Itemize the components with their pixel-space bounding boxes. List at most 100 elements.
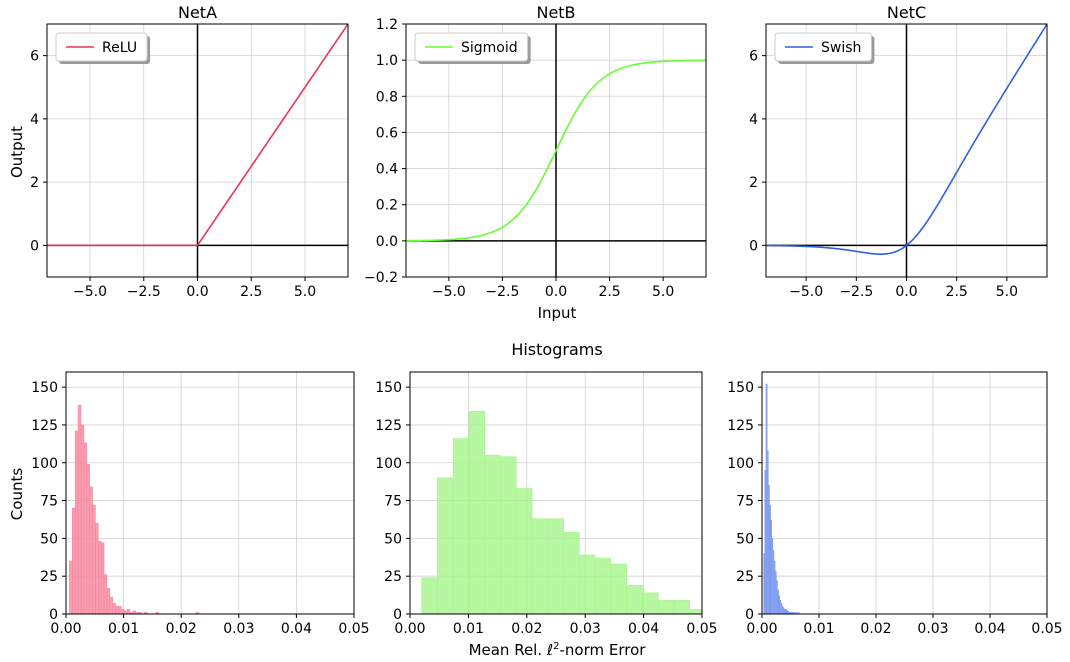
y-tick-label: 0 [49, 607, 58, 623]
x-tick-label: −2.5 [839, 284, 873, 300]
histogram-bar [118, 606, 122, 614]
x-tick-label: 0.00 [746, 621, 777, 637]
histogram-bar [579, 554, 596, 614]
x-tick-label: −5.0 [73, 284, 107, 300]
netB-error-histogram: 0.00 0.01 0.02 0.03 0.04 0.05 0 25 50 75 100 125 150 [375, 371, 722, 637]
y-tick-label: 2 [30, 175, 39, 191]
y-tick-label: 0 [745, 607, 754, 623]
legend-box [774, 32, 872, 62]
x-tick-label: 5.0 [652, 284, 674, 300]
legend-label: ReLU [102, 40, 137, 56]
histogram-bar [83, 442, 88, 614]
netC-error-histogram: 0.00 0.01 0.02 0.03 0.04 0.05 0 25 50 75 100 125 150 [727, 371, 1063, 637]
series-line-sigmoid [406, 59, 706, 242]
x-tick-label: −2.5 [485, 284, 519, 300]
plot-frame [761, 371, 1048, 615]
histogram-bar [531, 518, 549, 614]
y-tick-label: 100 [375, 456, 402, 472]
histogram-bar [100, 542, 105, 614]
histogram-bar [126, 609, 131, 614]
shared-ylabel-top: Output [8, 126, 26, 178]
netB-activation-plot: Sigmoid −5.0 −2.5 0.0 2.5 5.0 −0.2 0.0 0.2 0.4 0.6… [364, 3, 707, 300]
y-tick-label: 1.2 [376, 17, 398, 33]
x-tick-label: 0.02 [166, 621, 197, 637]
histogram-bar [80, 424, 85, 614]
y-tick-label: 100 [31, 456, 58, 472]
histograms-title: Histograms [511, 340, 602, 359]
x-tick-label: 0.05 [686, 621, 717, 637]
y-tick-label: 6 [749, 49, 758, 65]
histogram-bar [97, 541, 102, 614]
histogram-bar [437, 477, 454, 614]
y-tick-label: 50 [736, 531, 754, 547]
histogram-bar [112, 603, 116, 614]
legend-box [414, 32, 529, 62]
histogram-bar [689, 609, 702, 614]
legend-label: Swish [821, 40, 861, 56]
histogram-bar [626, 584, 643, 614]
legend-label: Sigmoid [461, 40, 518, 56]
x-tick-label: 0.04 [974, 621, 1005, 637]
histogram-bar [120, 609, 125, 614]
shared-xlabel-top: Input [538, 304, 577, 322]
histogram-bar [610, 563, 627, 614]
histogram-bars [763, 383, 800, 614]
x-tick-label: 0.0 [545, 284, 567, 300]
histogram-bar [706, 599, 722, 614]
y-tick-label: 25 [736, 569, 754, 585]
y-tick-label: 1.0 [376, 53, 398, 69]
plot-frame [409, 371, 703, 615]
y-tick-label: 150 [31, 380, 58, 396]
histogram-bar [103, 574, 108, 614]
netA-activation-plot: ReLU −5.0 −2.5 0.0 2.5 5.0 0 2 4 6 NetA [30, 3, 349, 300]
y-tick-label: 150 [727, 380, 754, 396]
x-tick-label: 0.0 [186, 284, 208, 300]
x-tick-label: 0.01 [108, 621, 139, 637]
x-tick-label: 0.04 [281, 621, 312, 637]
x-tick-label: 5.0 [996, 284, 1018, 300]
series-line-relu [47, 24, 348, 247]
panel-title: NetA [178, 3, 217, 22]
x-tick-label: 0.02 [511, 621, 542, 637]
histogram-bar [452, 438, 470, 614]
y-tick-label: 75 [384, 494, 402, 510]
x-tick-label: 0.00 [50, 621, 81, 637]
series-line-swish [766, 24, 1047, 255]
x-tick-label: 2.5 [240, 284, 262, 300]
histogram-bar [673, 600, 691, 614]
histogram-bar [500, 456, 517, 614]
histogram-bars [69, 404, 200, 614]
histogram-bar [92, 504, 96, 614]
y-tick-label: 6 [30, 49, 39, 65]
y-tick-label: 0.6 [376, 125, 398, 141]
legend-box [55, 32, 148, 62]
y-tick-label: 125 [727, 418, 754, 434]
histogram-bar [547, 518, 564, 614]
y-tick-label: 0.8 [376, 89, 398, 105]
x-tick-label: 0.03 [917, 621, 948, 637]
y-tick-label: 150 [375, 380, 402, 396]
y-tick-label: 0 [393, 607, 402, 623]
y-tick-label: 125 [31, 418, 58, 434]
histogram-bar [95, 522, 99, 614]
x-tick-label: 0.00 [394, 621, 425, 637]
histogram-bar [109, 597, 113, 614]
y-tick-label: 50 [384, 531, 402, 547]
x-tick-label: 2.5 [946, 284, 968, 300]
x-tick-label: 0.05 [1031, 621, 1062, 637]
histogram-bar [72, 507, 76, 614]
y-tick-label: 0.0 [376, 234, 398, 250]
y-tick-label: 4 [749, 112, 758, 128]
x-tick-label: 0.02 [860, 621, 891, 637]
histogram-bar [657, 600, 675, 614]
y-tick-label: 25 [384, 569, 402, 585]
histogram-bar [484, 454, 501, 614]
histogram-bar [563, 532, 580, 614]
panel-title: NetB [536, 3, 575, 22]
y-tick-label: 75 [736, 494, 754, 510]
histogram-bar [77, 404, 82, 614]
histogram-bar [89, 486, 93, 614]
y-tick-label: 0 [749, 238, 758, 254]
y-tick-label: 125 [375, 418, 402, 434]
